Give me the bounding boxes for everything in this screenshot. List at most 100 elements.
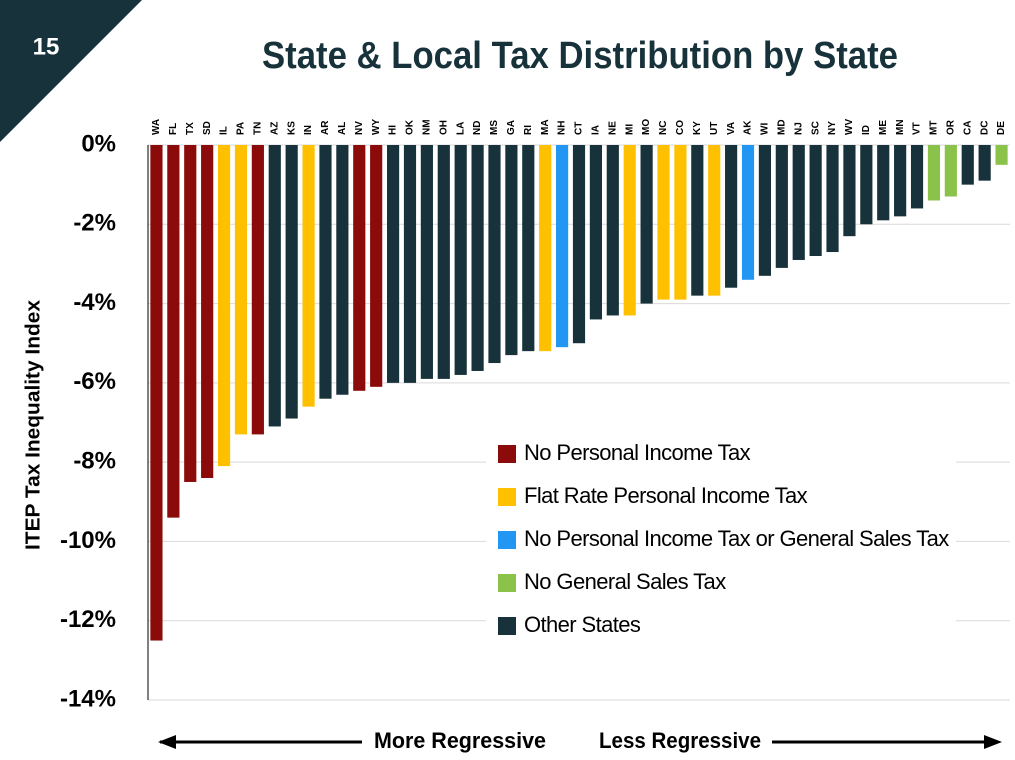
x-tick-label: GA: [506, 120, 517, 135]
x-tick-label: CT: [574, 122, 585, 135]
x-tick-label: OK: [405, 119, 416, 135]
bar: [471, 145, 484, 371]
x-tick-label: NC: [658, 121, 669, 135]
x-tick-label: MO: [641, 119, 652, 135]
x-tick-label: TN: [253, 122, 264, 135]
arrow-head: [984, 735, 1002, 749]
legend-box: [486, 432, 956, 644]
legend-swatch: [498, 445, 516, 463]
bar: [674, 145, 687, 300]
bar: [336, 145, 349, 395]
bar: [437, 145, 450, 379]
y-tick-label: -12%: [60, 606, 116, 633]
plot: 0% -2% -4% -6% -8% -10% -12% -14% WA FL TX SD IL PA TN…: [60, 119, 1010, 712]
bar: [234, 145, 248, 435]
bar: [606, 145, 619, 316]
x-tick-label: WV: [844, 119, 855, 135]
bar: [910, 145, 924, 209]
bar: [589, 145, 602, 320]
bar: [167, 145, 180, 518]
x-tick-label: OR: [945, 119, 956, 135]
y-tick-label: -14%: [60, 685, 116, 712]
bar: [539, 145, 552, 352]
x-tick-label: NH: [557, 121, 568, 135]
bar: [386, 145, 400, 383]
bar: [927, 145, 941, 201]
x-tick-label: NY: [827, 121, 838, 135]
x-tick-label: CA: [962, 121, 973, 135]
bar: [961, 145, 974, 185]
bar: [370, 145, 383, 387]
bar: [995, 145, 1008, 165]
bar: [454, 145, 467, 375]
bar: [691, 145, 704, 296]
bar: [285, 145, 298, 419]
chart-title: State & Local Tax Distribution by State: [262, 35, 898, 77]
legend-swatch: [498, 531, 516, 549]
x-tick-label: SD: [202, 121, 213, 135]
annotation: More Regressive: [374, 728, 546, 753]
legend-swatch: [498, 488, 516, 506]
bar: [403, 145, 417, 383]
legend-label: No Personal Income Tax or General Sales …: [524, 526, 949, 551]
y-tick-label: -4%: [73, 289, 116, 316]
bar: [488, 145, 501, 364]
bar: [708, 145, 721, 296]
bar: [978, 145, 991, 181]
bar: [826, 145, 839, 253]
x-tick-label: TX: [185, 122, 196, 135]
bar: [201, 145, 214, 478]
x-tick-label: ME: [878, 120, 889, 135]
bar: [420, 145, 433, 379]
x-tick-label: ID: [861, 125, 872, 135]
bar: [758, 145, 772, 276]
x-tick-label: MN: [895, 119, 906, 135]
y-tick-label: -10%: [60, 527, 116, 554]
x-tick-label: IL: [219, 126, 230, 135]
x-tick-label: NJ: [793, 122, 804, 135]
x-tick-label: UT: [709, 122, 720, 135]
bar: [302, 145, 315, 407]
bar: [556, 145, 569, 348]
annotation: Less Regressive: [599, 728, 761, 753]
x-tick-label: AR: [320, 120, 331, 135]
bar: [657, 145, 670, 300]
x-tick-label: HI: [388, 125, 399, 135]
x-tick-label: AK: [743, 120, 754, 135]
x-tick-label: NV: [354, 121, 365, 135]
x-tick-label: KY: [692, 121, 703, 135]
bar: [809, 145, 822, 256]
legend-label: No General Sales Tax: [524, 569, 726, 594]
bar: [150, 145, 163, 641]
x-tick-label: IN: [303, 125, 314, 135]
legend-label: Flat Rate Personal Income Tax: [524, 483, 808, 508]
x-tick-label: DE: [996, 121, 1007, 135]
bar: [725, 145, 738, 288]
bar: [319, 145, 332, 399]
bar: [251, 145, 264, 435]
x-tick-label: NM: [422, 119, 433, 135]
bar: [640, 145, 653, 304]
y-tick-label: -2%: [73, 210, 116, 237]
bar: [894, 145, 907, 217]
x-tick-label: AZ: [269, 122, 280, 135]
corner-badge: [0, 0, 142, 142]
x-tick-label: MI: [624, 124, 635, 135]
bar: [843, 145, 856, 237]
bar: [775, 145, 788, 268]
x-tick-label: WY: [371, 119, 382, 135]
bar: [792, 145, 805, 260]
x-tick-label: MS: [489, 120, 500, 135]
x-tick-label: NE: [607, 121, 618, 135]
x-tick-label: OH: [438, 120, 449, 135]
x-tick-label: DC: [979, 121, 990, 135]
y-tick-label: -6%: [73, 368, 116, 395]
y-tick-label: -8%: [73, 447, 116, 474]
x-tick-label: CO: [675, 120, 686, 135]
y-axis-title: ITEP Tax Inequality Index: [22, 300, 44, 550]
x-tick-label: LA: [455, 122, 466, 135]
page-number: 15: [33, 33, 60, 60]
x-tick-label: MT: [929, 121, 940, 135]
bar: [877, 145, 890, 221]
